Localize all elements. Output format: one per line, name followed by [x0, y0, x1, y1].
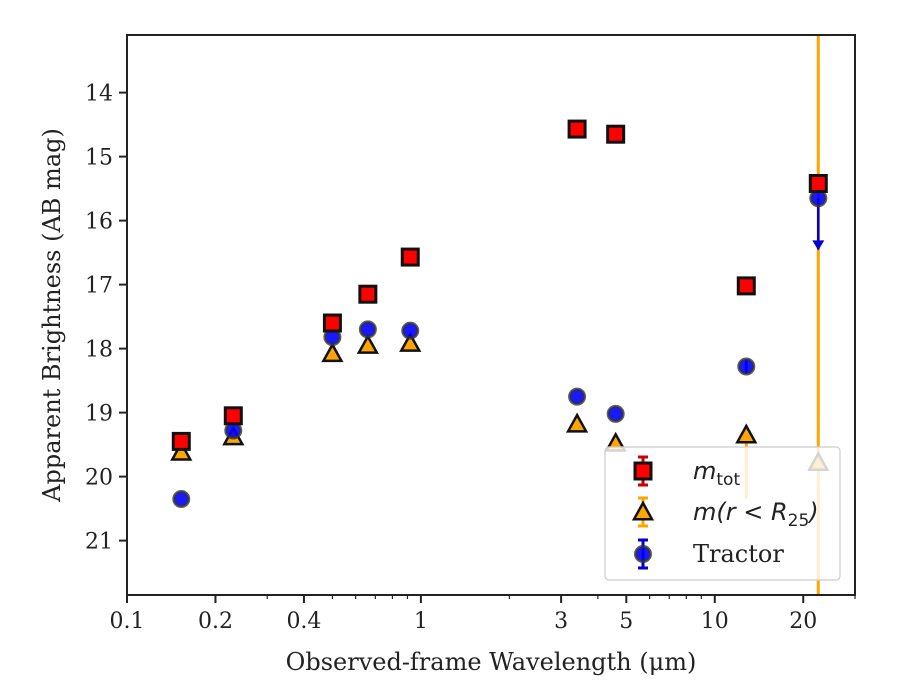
y-axis: 14 15 16 17 18 19 20 21: [85, 82, 127, 555]
data-point: [808, 173, 828, 193]
data-point: [735, 423, 758, 444]
data-point: [401, 321, 420, 340]
x-axis: 0.1 0.2 0.4 1 3 5 10 20: [110, 595, 856, 634]
legend-marker: [633, 461, 653, 481]
legend-label: Tractor: [693, 540, 784, 568]
data-point: [568, 387, 587, 406]
y-tick-label: 21: [85, 530, 113, 555]
upper-limit-arrow: [812, 240, 825, 251]
data-point: [565, 412, 589, 433]
x-tick-label: 10: [701, 609, 729, 634]
data-point: [606, 124, 626, 144]
y-axis-title: Apparent Brightness (AB mag): [38, 128, 66, 503]
plot-frame: [126, 34, 856, 596]
data-point: [356, 333, 379, 354]
data-point: [567, 119, 587, 139]
legend-box: [604, 446, 841, 581]
data-point: [170, 440, 193, 461]
data-point: [321, 342, 344, 363]
x-tick-label: 5: [619, 609, 633, 634]
y-tick-label: 14: [85, 82, 113, 107]
legend: mtot m(r < R25) Tractor: [604, 446, 841, 581]
y-tick-label: 17: [85, 274, 113, 299]
legend-label: m(r < R25): [693, 498, 819, 531]
y-tick-label: 16: [85, 210, 113, 235]
y-tick-label: 19: [85, 402, 113, 427]
data-point: [399, 331, 422, 352]
legend-label: mtot: [693, 457, 740, 490]
data-point: [736, 276, 756, 296]
y-tick-label: 15: [85, 146, 113, 171]
data-point: [400, 247, 420, 267]
x-tick-label: 1: [414, 609, 428, 634]
x-tick-label: 3: [554, 609, 568, 634]
data-point: [172, 490, 191, 508]
x-tick-label: 0.2: [198, 609, 233, 634]
legend-marker: [634, 545, 652, 563]
data-point: [606, 404, 625, 423]
y-tick-label: 20: [85, 466, 113, 491]
legend-marker: [631, 500, 655, 521]
data-point: [171, 431, 191, 451]
data-point: [223, 406, 243, 426]
x-tick-label: 0.4: [286, 609, 321, 634]
x-tick-label: 20: [789, 609, 817, 634]
y-tick-label: 18: [85, 338, 113, 363]
data-point: [322, 313, 342, 333]
data-point: [358, 284, 378, 304]
x-tick-label: 0.1: [110, 609, 145, 634]
data-point: [358, 320, 377, 339]
data-point: [737, 357, 756, 376]
x-axis-title: Observed-frame Wavelength (μm): [286, 648, 697, 676]
